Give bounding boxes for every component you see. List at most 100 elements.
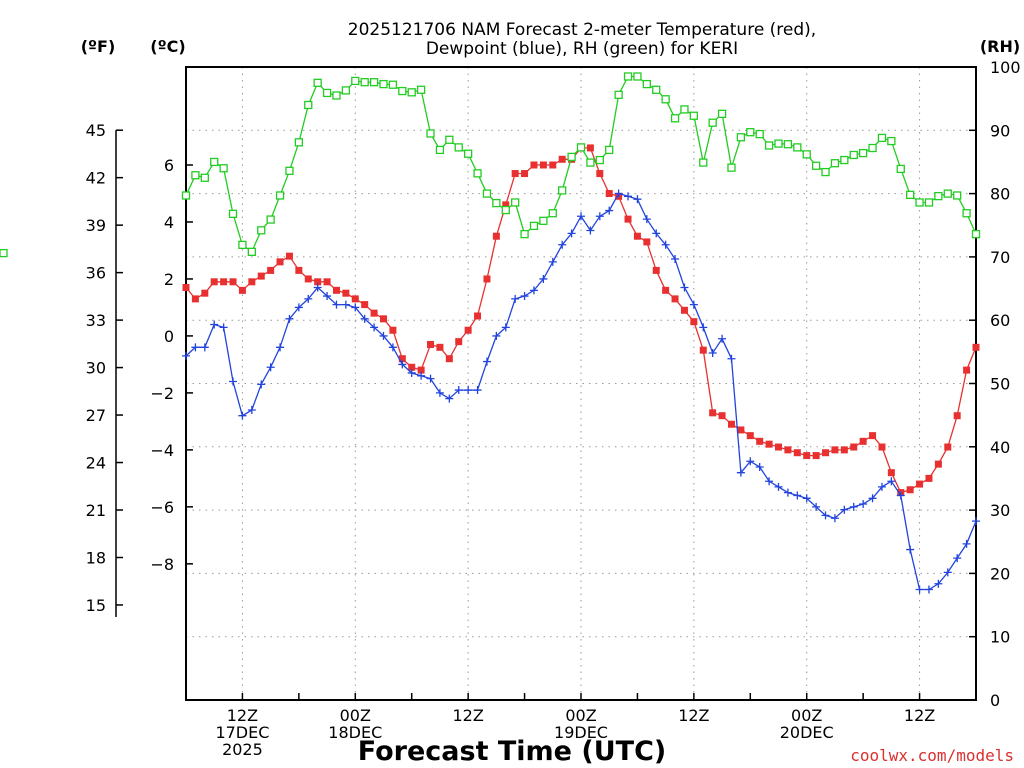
- celsius-tick-label: 4: [164, 213, 174, 232]
- rh-point: [332, 91, 341, 100]
- temperature-point: [530, 161, 538, 169]
- x-tick-label: 2025: [222, 740, 263, 759]
- temperature-point: [906, 486, 914, 494]
- rh-point: [351, 76, 360, 86]
- dewpoint-point: [802, 494, 811, 503]
- dewpoint-point: [285, 314, 294, 323]
- dewpoint-point: [501, 323, 510, 332]
- rh-point: [586, 158, 595, 167]
- rh-point: [388, 80, 398, 89]
- dewpoint-point: [924, 585, 933, 594]
- rh-point: [924, 198, 934, 207]
- dewpoint-point: [718, 334, 727, 343]
- axes: 45423936333027242118156420−2−4−6−8100908…: [86, 58, 1021, 759]
- dewpoint-point: [934, 579, 943, 588]
- temperature-point: [727, 420, 735, 428]
- rh-point: [849, 150, 858, 160]
- dewpoint-point: [482, 357, 491, 366]
- temperature-point: [887, 469, 895, 477]
- dewpoint-point: [624, 192, 633, 201]
- temperature-point: [464, 326, 472, 334]
- rh-point: [652, 85, 661, 94]
- rh-point: [529, 221, 539, 231]
- dewpoint-point: [567, 229, 576, 238]
- rh-point: [670, 114, 680, 123]
- rh-point: [200, 173, 209, 182]
- dewpoint-point: [746, 457, 755, 466]
- temperature-point: [652, 266, 660, 274]
- rh-point: [623, 72, 633, 81]
- rh-point: [605, 145, 614, 155]
- dewpoint-point: [370, 323, 379, 332]
- dewpoint-point: [821, 511, 830, 520]
- rh-point: [492, 198, 501, 208]
- rh-point: [642, 79, 651, 89]
- x-tick-label: 12Z: [904, 706, 935, 725]
- rh-point: [699, 158, 708, 167]
- rh-point: [764, 141, 774, 150]
- temperature-point: [455, 338, 463, 346]
- temperature-point: [953, 412, 961, 420]
- fahrenheit-tick-label: 18: [86, 548, 106, 567]
- x-tick-label: 18DEC: [328, 723, 382, 742]
- temperature-point: [662, 286, 670, 294]
- dewpoint-point: [351, 303, 360, 312]
- x-tick-label: 12Z: [227, 706, 258, 725]
- rh-point: [369, 78, 379, 87]
- temperature-point: [417, 366, 425, 374]
- dewpoint-point: [276, 343, 285, 352]
- rh-point: [567, 152, 576, 162]
- x-tick-label: 17DEC: [215, 723, 269, 742]
- credit-text: coolwx.com/models: [850, 746, 1014, 765]
- rh-point: [181, 191, 191, 200]
- dewpoint-point: [953, 554, 962, 563]
- temperature-point: [267, 266, 275, 274]
- temperature-point: [840, 446, 848, 454]
- temperature-point: [746, 432, 754, 440]
- rh-tick-label: 0: [990, 691, 1000, 710]
- temperature-point: [539, 161, 547, 169]
- dewpoint-point: [736, 468, 745, 477]
- temperature-point: [596, 170, 604, 178]
- dewpoint-point: [266, 363, 275, 372]
- temperature-point: [370, 309, 378, 317]
- rh-point: [247, 247, 256, 256]
- rh-point: [906, 190, 915, 200]
- rh-point: [943, 189, 952, 198]
- celsius-tick-label: 6: [164, 156, 174, 175]
- dewpoint-point: [972, 517, 980, 526]
- rh-point: [896, 164, 905, 174]
- dewpoint-point: [680, 283, 689, 292]
- dewpoint-point: [332, 300, 341, 309]
- temperature-point: [210, 278, 218, 286]
- dewpoint-point: [238, 411, 247, 420]
- rh-point: [877, 133, 887, 143]
- dewpoint-point: [849, 502, 858, 511]
- dewpoint-point: [417, 371, 426, 380]
- rh-point: [511, 198, 520, 207]
- rh-point: [868, 143, 877, 153]
- rh-point: [191, 171, 200, 180]
- dewpoint-point: [840, 505, 849, 514]
- temperature-point: [765, 440, 773, 448]
- temperature-point: [812, 452, 820, 460]
- rh-point: [482, 189, 492, 198]
- x-tick-label: 00Z: [340, 706, 371, 725]
- rh-point: [398, 86, 407, 96]
- dewpoint-point: [379, 331, 388, 340]
- celsius-tick-label: −4: [150, 441, 174, 460]
- temperature-point: [361, 301, 369, 309]
- temperature-point: [483, 275, 491, 283]
- rh-point: [576, 143, 586, 152]
- temperature-point: [793, 449, 801, 457]
- x-tick-label: 00Z: [791, 706, 822, 725]
- dewpoint-point: [304, 294, 313, 303]
- rh-point: [708, 118, 717, 127]
- fahrenheit-tick-label: 24: [86, 454, 106, 473]
- chart-title: 2025121706 NAM Forecast 2-meter Temperat…: [348, 20, 816, 59]
- rh-tick-label: 50: [990, 375, 1010, 394]
- temperature-point: [191, 295, 199, 303]
- dewpoint-point: [812, 502, 821, 511]
- dewpoint-point: [915, 585, 924, 594]
- rh-point: [0, 248, 8, 258]
